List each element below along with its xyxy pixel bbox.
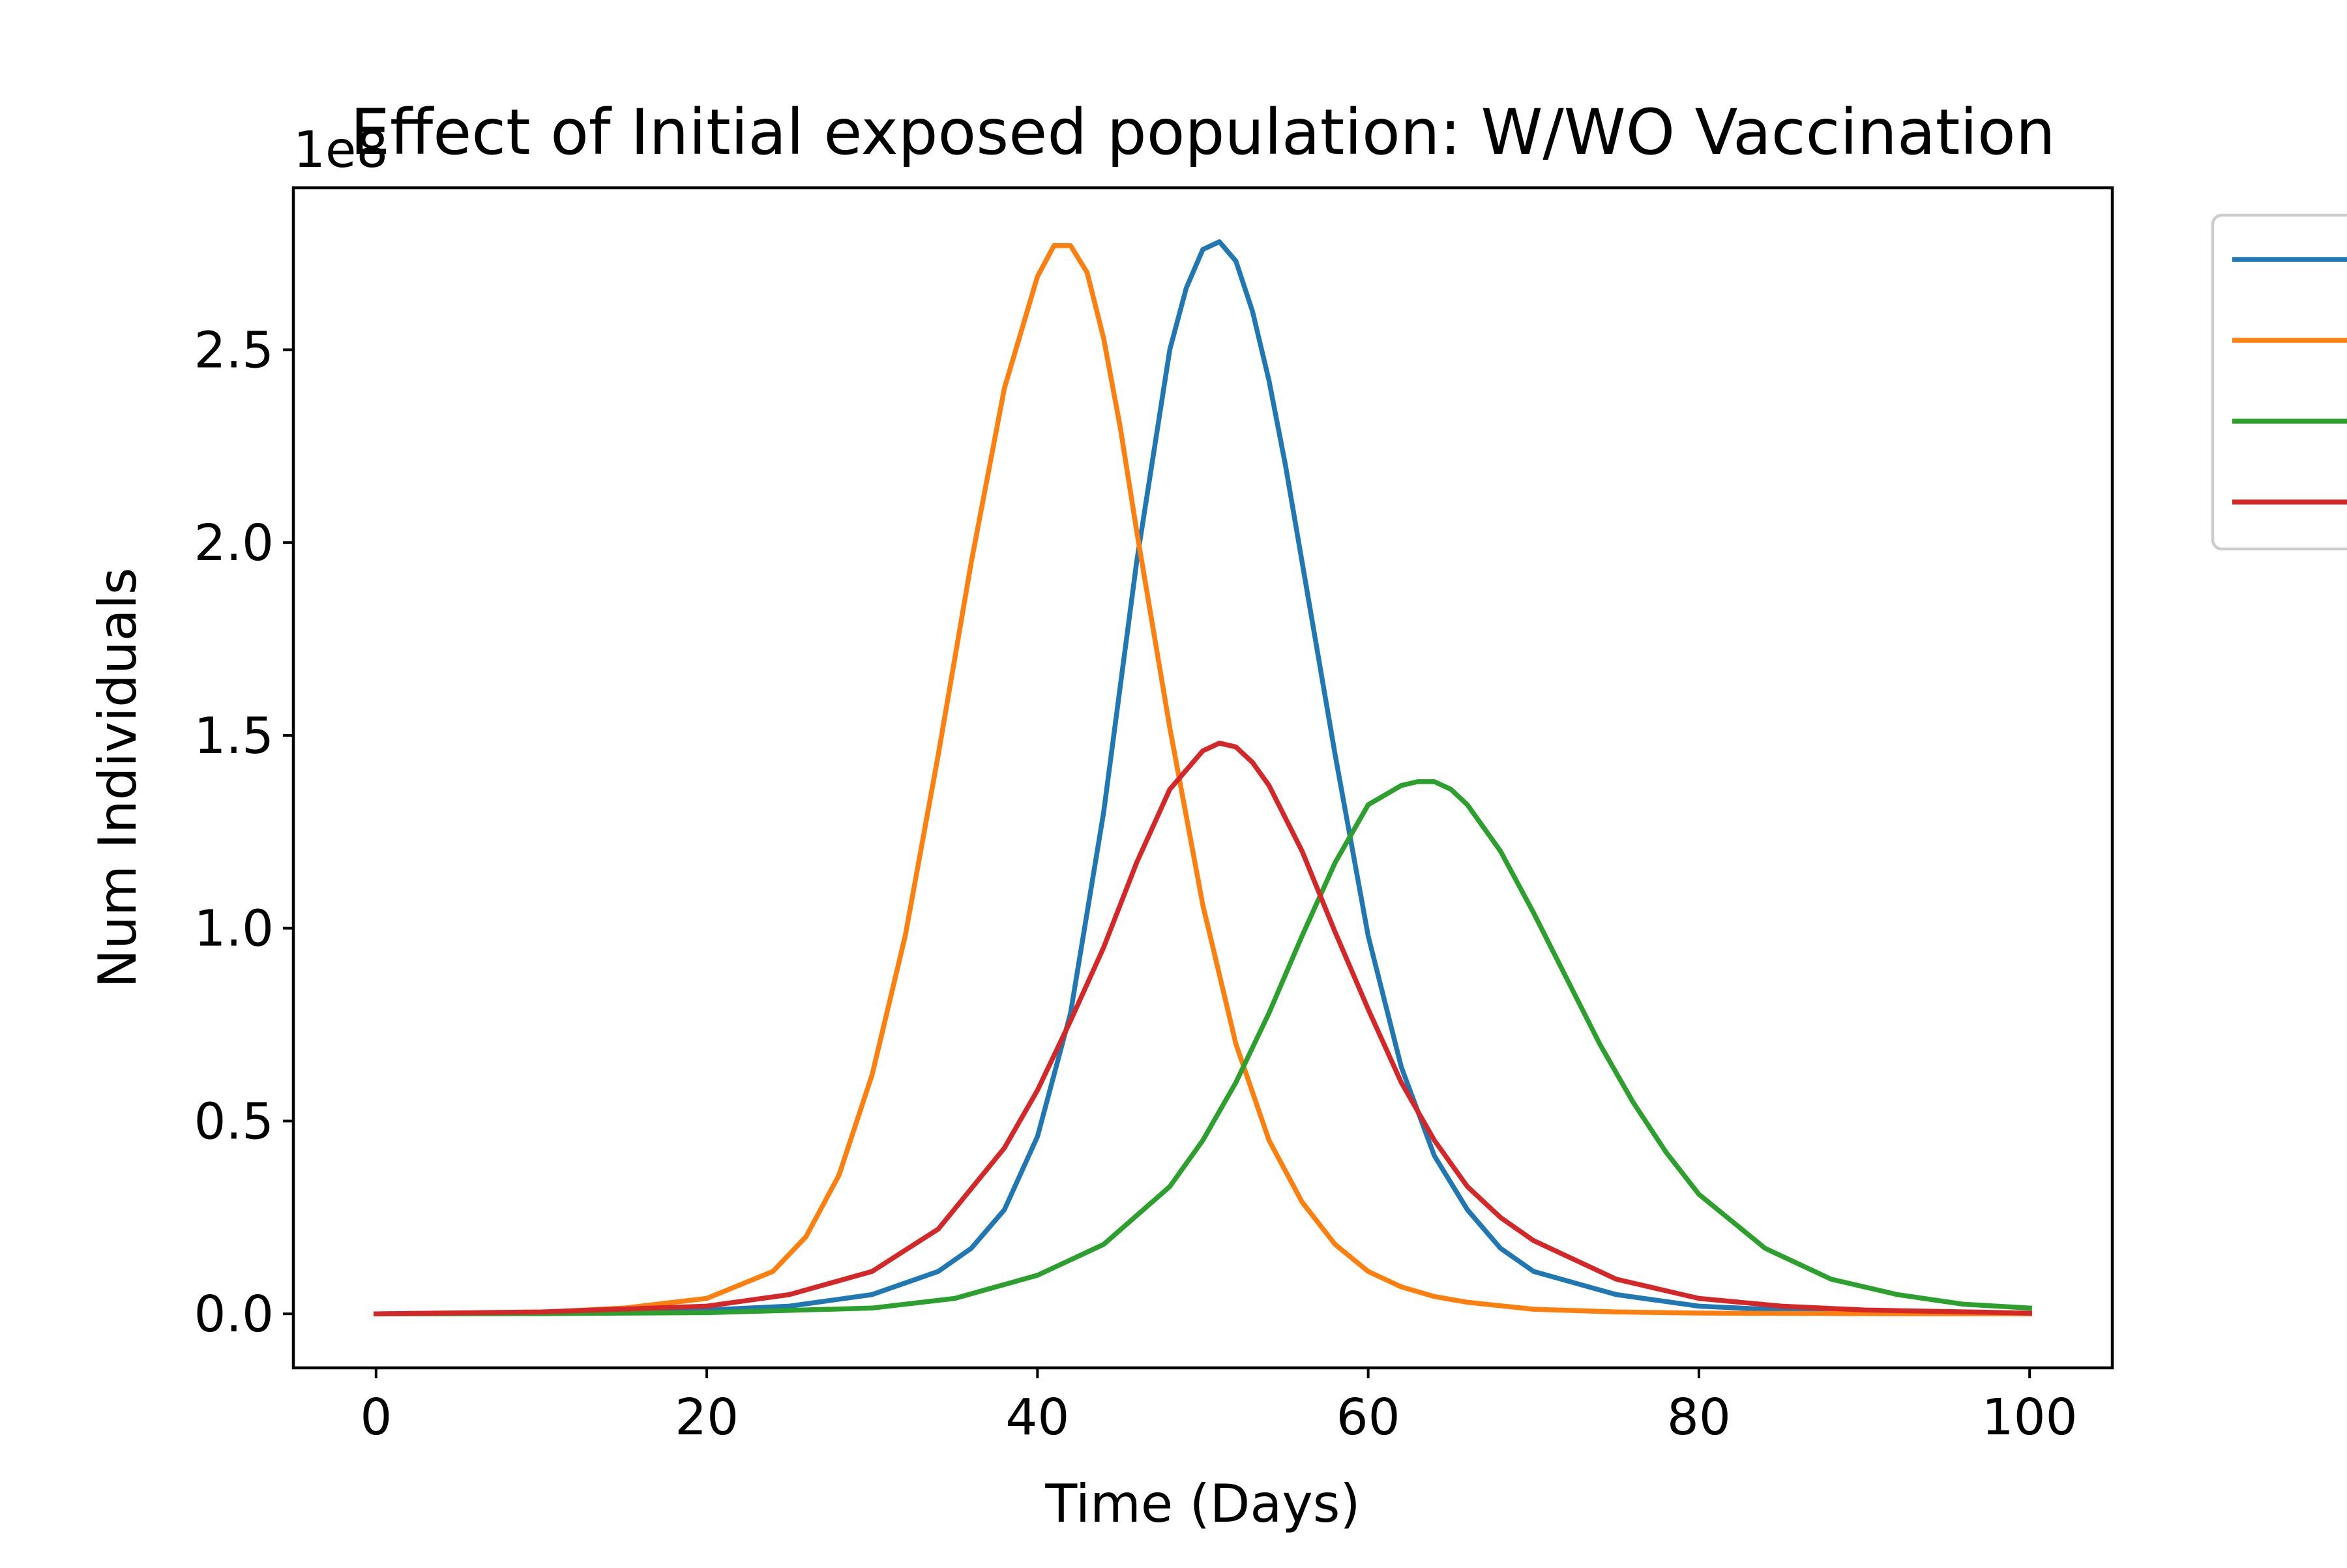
legend (2211, 213, 2347, 551)
y-tick-label: 0.0 (194, 1286, 274, 1344)
y-offset-text: 1e8 (293, 121, 388, 179)
plot-frame (291, 186, 2114, 1370)
x-axis-ticks: 0 20 40 60 80 100 (360, 1368, 2078, 1447)
series-line-4 (374, 741, 2033, 1316)
x-tick-label: 100 (1982, 1389, 2078, 1447)
x-tick-label: 0 (360, 1389, 392, 1447)
x-tick-label: 40 (1005, 1389, 1069, 1447)
y-axis-ticks: 0.0 0.5 1.0 1.5 2.0 2.5 (194, 321, 293, 1344)
series-line-1 (374, 239, 2032, 1316)
y-axis-label: Num Individuals (87, 567, 148, 988)
legend-frame (2211, 213, 2347, 551)
y-tick-label: 2.5 (194, 321, 274, 379)
y-tick-label: 1.5 (194, 707, 274, 765)
y-tick-label: 1.0 (194, 900, 274, 958)
series-line-3 (374, 779, 2033, 1316)
y-tick-label: 2.0 (194, 514, 274, 572)
series-layer (374, 239, 2033, 1316)
x-axis-label: Time (Days) (1044, 1473, 1360, 1534)
chart-title: Effect of Initial exposed population: W/… (350, 96, 2055, 169)
legend-entries (2232, 257, 2347, 505)
x-tick-label: 80 (1667, 1389, 1731, 1447)
x-tick-label: 60 (1336, 1389, 1400, 1447)
y-tick-label: 0.5 (194, 1093, 274, 1151)
x-tick-label: 20 (675, 1389, 739, 1447)
series-line-2 (374, 243, 2032, 1316)
